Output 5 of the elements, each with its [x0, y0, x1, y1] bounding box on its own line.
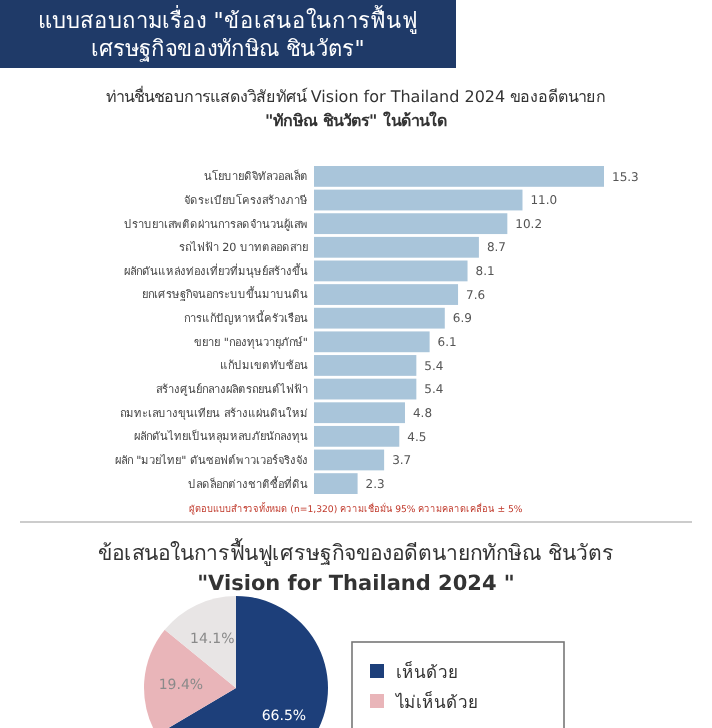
legend-label: เห็นด้วย: [396, 659, 458, 684]
chart-title: ข้อเสนอในการฟื้นฟูเศรษฐกิจของอดีตนายกทักษิณ ชินวัตร "Vision for Thailand 2024 ": [97, 538, 615, 596]
chart-subtitle: แบบสอบถามเรื่อง "ข้อเสนอในการฟื้นฟู เศรษฐกิจของทักษิณ ชินวัตร": [38, 4, 418, 62]
chart-title: ท่านชื่นชอบการแสดงวิสัยทัศน์ Vision for Thailand 2024 ของอดีตนายก "ทักษิณ ชินวัตร" ในด้านใด: [105, 84, 607, 130]
legend-label: ไม่เห็นด้วย: [394, 689, 478, 714]
